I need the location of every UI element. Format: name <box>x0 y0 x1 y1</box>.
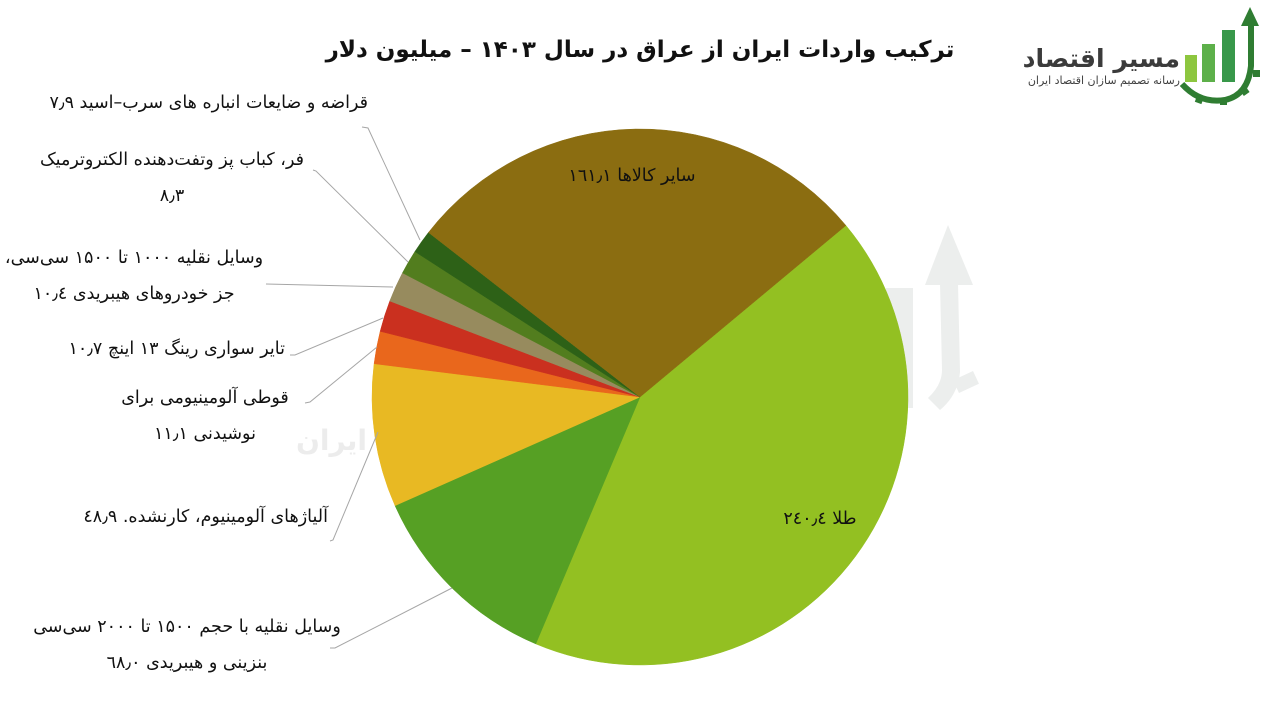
data-label-line: وسایل نقلیه ۱۰۰۰ تا ۱۵۰۰ سی‌سی، <box>4 248 264 268</box>
data-label-cans: قوطی آلومینیومی برای نوشیدنی ۱۱٫۱ <box>105 380 305 452</box>
leader-line-scrap <box>361 126 421 241</box>
logo-bar-1-icon <box>1185 55 1197 82</box>
pie-slice <box>535 225 909 666</box>
data-label-line: تایر سواری رینگ ۱۳ اینچ ۱۰٫۷ <box>68 339 285 359</box>
logo-bar-3-icon <box>1222 30 1235 82</box>
chart-title: ترکیب واردات ایران از عراق در سال ۱۴۰۳ –… <box>325 37 955 63</box>
logo-gear-tooth-icon <box>1239 86 1250 96</box>
pie-slice <box>428 128 847 398</box>
data-label-value: ۸٫۳ <box>159 186 185 206</box>
leader-line-cans <box>304 346 378 404</box>
pie-slice <box>394 396 641 645</box>
data-label-line: بنزینی و هیبریدی ٦۸٫۰ <box>106 653 268 673</box>
pie-slice <box>371 363 641 506</box>
watermark-arrow-icon <box>925 225 973 285</box>
data-label-other: سایر کالاها ١٦١٫١ <box>568 166 696 186</box>
data-label-vehicles-1500: وسایل نقلیه با حجم ۱۵۰۰ تا ۲۰۰۰ سی‌سی بن… <box>20 609 354 681</box>
data-label-tires: تایر سواری رینگ ۱۳ اینچ ۱۰٫۷ <box>68 331 285 367</box>
leader-line-alloys <box>329 431 379 542</box>
data-label-oven: فر، کباب پز وتفت‌دهنده الکتروترمیک ۸٫۳ <box>10 142 334 214</box>
data-label-scrap: قراضه و ضایعات انباره های سرب–اسید ۷٫۹ <box>49 85 368 121</box>
logo-name: مسیر اقتصاد <box>1022 44 1180 73</box>
data-label-line: نوشیدنی ۱۱٫۱ <box>154 424 256 444</box>
data-label-gold: طلا ٢٤٠٫٤ <box>783 509 857 529</box>
data-label-line: جز خودروهای هیبریدی ۱۰٫٤ <box>33 284 235 304</box>
data-label-line: آلیاژهای آلومینیوم، کارنشده. ٤۸٫۹ <box>83 507 328 527</box>
pie-slices <box>371 128 909 666</box>
logo-tagline: رسانه تصمیم سازان اقتصاد ایران <box>1027 74 1180 87</box>
logo-bar-2-icon <box>1202 44 1215 82</box>
data-label-line: فر، کباب پز وتفت‌دهنده الکتروترمیک <box>40 150 304 170</box>
leader-line-oven <box>312 169 409 263</box>
leader-line-tires <box>290 317 384 356</box>
data-label-line: قراضه و ضایعات انباره های سرب–اسید ۷٫۹ <box>49 93 368 113</box>
watermark-arrow-shaft-icon <box>928 283 960 410</box>
leader-line-vehicles-1000 <box>265 283 394 288</box>
data-label-line: قوطی آلومینیومی برای <box>121 388 289 408</box>
logo-arrow-icon <box>1241 7 1259 26</box>
logo-gear-tooth-icon <box>1220 99 1227 105</box>
watermark-text: ایران <box>296 424 368 457</box>
data-label-vehicles-1000: وسایل نقلیه ۱۰۰۰ تا ۱۵۰۰ سی‌سی، جز خودرو… <box>0 240 268 312</box>
data-label-line: وسایل نقلیه با حجم ۱۵۰۰ تا ۲۰۰۰ سی‌سی <box>33 617 341 637</box>
logo-gear-tooth-icon <box>1253 70 1260 77</box>
data-label-alloys: آلیاژهای آلومینیوم، کارنشده. ٤۸٫۹ <box>83 499 328 535</box>
leader-line-vehicles-1500 <box>330 587 453 649</box>
watermark-gear-tooth-icon <box>953 371 979 393</box>
logo-gear-tooth-icon <box>1194 95 1204 105</box>
